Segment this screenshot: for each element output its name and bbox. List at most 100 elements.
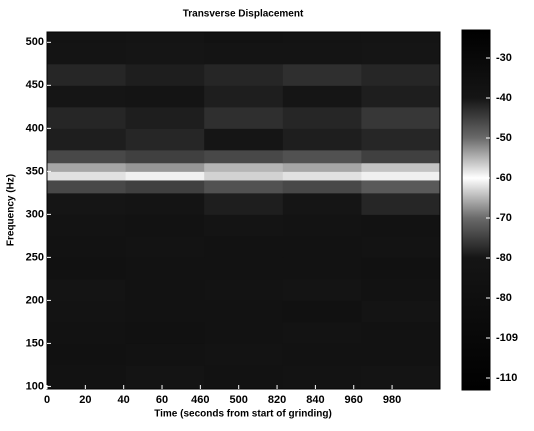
x-tick-label: 60 (156, 394, 168, 406)
x-tick-label: 40 (118, 394, 130, 406)
heatmap-cell (47, 321, 127, 344)
heatmap-cell (361, 364, 441, 390)
heatmap-cell (125, 278, 205, 301)
heatmap-cell (47, 214, 127, 237)
x-tick-label: 460 (191, 394, 209, 406)
heatmap-cell (282, 343, 362, 366)
heatmap-cell (125, 235, 205, 258)
x-axis-label: Time (seconds from start of grinding) (154, 409, 332, 420)
heatmap-cell (125, 32, 205, 43)
colorbar-tick-label: -80 (496, 292, 512, 304)
heatmap-cell (361, 235, 441, 258)
heatmap-cell (361, 192, 441, 215)
heatmap-cell (282, 106, 362, 129)
heatmap-cell (361, 257, 441, 280)
x-tick-label: 960 (345, 394, 363, 406)
heatmap-cell (282, 321, 362, 344)
colorbar-tick-label: -110 (496, 372, 517, 384)
heatmap-cell (47, 85, 127, 108)
y-axis-label: Frequency (Hz) (6, 174, 17, 246)
heatmap-cell (282, 214, 362, 237)
heatmap-cell (125, 63, 205, 86)
heatmap-cell (47, 128, 127, 151)
heatmap-cell (361, 32, 441, 43)
heatmap-cell (125, 42, 205, 65)
heatmap-cell (47, 257, 127, 280)
heatmap-cell (204, 364, 284, 390)
heatmap-cell (282, 42, 362, 65)
heatmap-cell (47, 364, 127, 390)
heatmap-cell (47, 171, 127, 181)
heatmap-cell (47, 343, 127, 366)
heatmap-cell (47, 235, 127, 258)
x-tick-label: 840 (306, 394, 324, 406)
heatmap-cell (125, 128, 205, 151)
heatmap-cell (204, 162, 284, 172)
heatmap-cell (204, 42, 284, 65)
chart-title: Transverse Displacement (183, 9, 304, 20)
heatmap-cell (204, 343, 284, 366)
heatmap-cell (47, 106, 127, 129)
heatmap-cell (125, 343, 205, 366)
heatmap-cell (282, 85, 362, 108)
heatmap-cell (204, 179, 284, 194)
heatmap-cell (282, 257, 362, 280)
colorbar (461, 29, 491, 391)
y-tick-label: 200 (26, 294, 44, 306)
y-tick-label: 450 (26, 79, 44, 91)
heatmap-cell (361, 321, 441, 344)
colorbar-tick-label: -30 (496, 52, 512, 64)
heatmap-cell (282, 32, 362, 43)
heatmap-cell (361, 300, 441, 323)
heatmap-cell (361, 171, 441, 181)
heatmap-cell (204, 128, 284, 151)
y-tick-label: 500 (26, 36, 44, 48)
heatmap-cell (282, 235, 362, 258)
heatmap-cell (47, 179, 127, 194)
x-tick-label: 500 (230, 394, 248, 406)
heatmap-cell (361, 106, 441, 129)
colorbar-tick-label: -109 (496, 332, 518, 344)
heatmap-cell (282, 128, 362, 151)
plot-frame (46, 31, 441, 390)
heatmap-cell (361, 85, 441, 108)
colorbar-tick-label: -60 (496, 172, 512, 184)
heatmap-cell (47, 32, 127, 43)
heatmap-cell (47, 300, 127, 323)
heatmap-cell (282, 192, 362, 215)
y-tick-label: 150 (26, 337, 44, 349)
heatmap-cell (282, 179, 362, 194)
heatmap-cell (361, 149, 441, 164)
heatmap-cell (361, 162, 441, 172)
heatmap-cell (47, 149, 127, 164)
heatmap-cell (204, 32, 284, 43)
colorbar-tick-label: -50 (496, 132, 512, 144)
heatmap-cell (125, 149, 205, 164)
colorbar-tick-label: -70 (496, 212, 512, 224)
heatmap-cell (125, 192, 205, 215)
x-tick-label: 20 (79, 394, 91, 406)
heatmap-cell (361, 214, 441, 237)
heatmap-cell (204, 278, 284, 301)
heatmap-cell (361, 42, 441, 65)
heatmap-cell (125, 162, 205, 172)
y-tick-label: 250 (26, 251, 44, 263)
heatmap-cell (204, 321, 284, 344)
heatmap-cell (361, 63, 441, 86)
heatmap-cell (125, 214, 205, 237)
heatmap-cell (282, 300, 362, 323)
heatmap-cell (361, 128, 441, 151)
heatmap-cell (47, 63, 127, 86)
heatmap-cell (204, 214, 284, 237)
heatmap-cell (125, 300, 205, 323)
heatmap-cell (125, 364, 205, 390)
y-tick-label: 300 (26, 208, 44, 220)
heatmap-cell (361, 343, 441, 366)
x-tick-label: 0 (44, 394, 50, 406)
colorbar-tick-label: -80 (496, 252, 512, 264)
colorbar-tick-label: -40 (496, 92, 512, 104)
heatmap-cell (204, 192, 284, 215)
heatmap-cell (125, 106, 205, 129)
heatmap-cell (361, 179, 441, 194)
